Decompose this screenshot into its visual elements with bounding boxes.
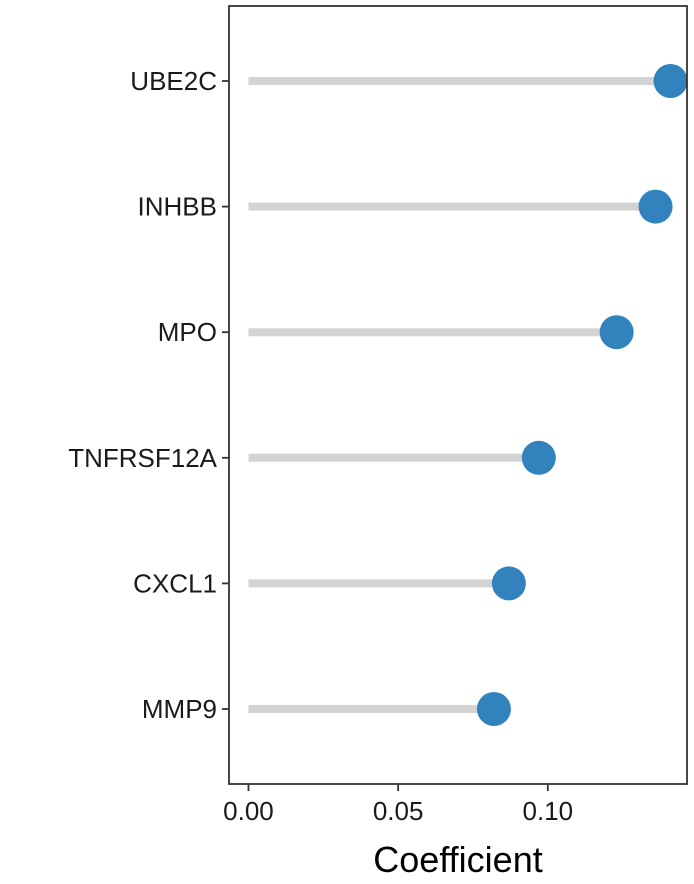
points-group <box>476 64 688 726</box>
x-axis: 0.00 0.05 0.10 <box>223 784 573 826</box>
point-ube2c <box>653 64 688 98</box>
y-tick-label: MPO <box>158 317 217 347</box>
point-mmp9 <box>476 692 511 726</box>
point-mpo <box>599 315 634 350</box>
y-axis: UBE2C INHBB MPO TNFRSF12A CXCL1 MMP9 <box>68 66 229 724</box>
x-tick-label: 0.10 <box>522 796 573 826</box>
point-tnfrsf12a <box>521 440 556 475</box>
point-inhbb <box>638 189 673 224</box>
y-tick-label: INHBB <box>138 192 217 222</box>
point-cxcl1 <box>491 566 526 601</box>
y-tick-label: UBE2C <box>130 66 217 96</box>
x-tick-label: 0.00 <box>223 796 274 826</box>
plot-frame <box>228 5 688 785</box>
y-tick-label: TNFRSF12A <box>68 443 217 473</box>
stems-group <box>248 77 671 713</box>
y-tick-label: MMP9 <box>142 694 217 724</box>
x-tick-label: 0.05 <box>373 796 424 826</box>
y-tick-label: CXCL1 <box>133 568 217 598</box>
x-axis-title: Coefficient <box>373 839 542 880</box>
